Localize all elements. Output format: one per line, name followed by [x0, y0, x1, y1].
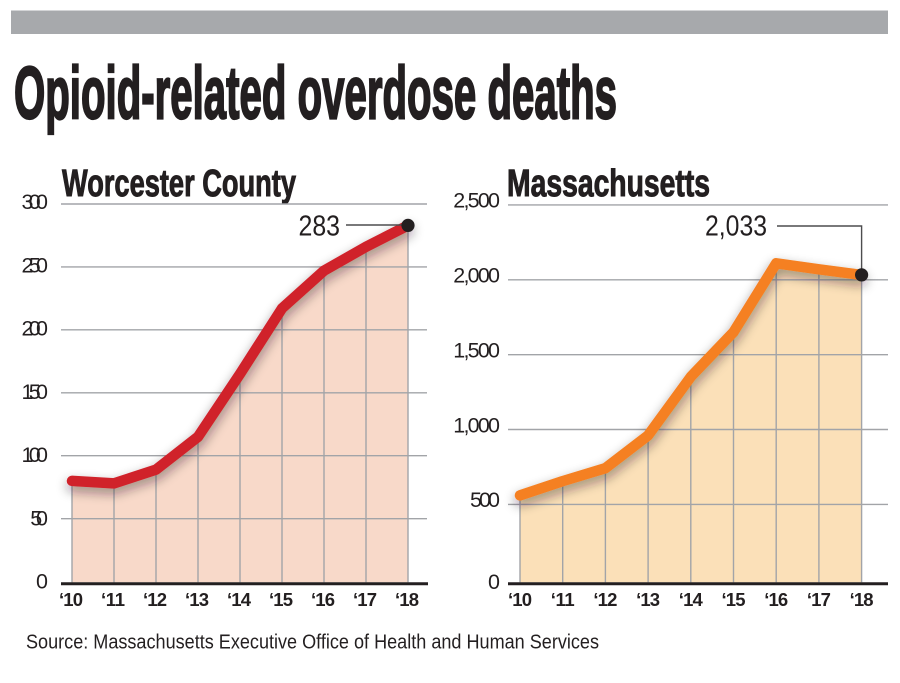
svg-text:‘17: ‘17	[807, 589, 831, 610]
svg-text:0: 0	[36, 570, 48, 594]
svg-text:‘11: ‘11	[101, 589, 125, 610]
svg-text:2,000: 2,000	[453, 264, 500, 288]
svg-text:‘15: ‘15	[722, 589, 746, 610]
svg-text:250: 250	[22, 253, 49, 277]
svg-text:‘15: ‘15	[269, 589, 293, 610]
svg-text:‘18: ‘18	[850, 589, 874, 610]
svg-text:‘12: ‘12	[593, 589, 617, 610]
svg-text:‘14: ‘14	[679, 589, 704, 610]
svg-text:150: 150	[22, 380, 49, 404]
svg-text:500: 500	[470, 488, 500, 512]
svg-text:300: 300	[22, 190, 49, 214]
svg-text:Source: Massachusetts Executiv: Source: Massachusetts Executive Office o…	[26, 631, 599, 653]
svg-text:200: 200	[22, 317, 49, 341]
svg-text:50: 50	[30, 506, 48, 530]
svg-text:Worcester County: Worcester County	[62, 163, 296, 205]
svg-text:‘16: ‘16	[764, 589, 788, 610]
svg-text:283: 283	[299, 211, 341, 243]
svg-text:‘18: ‘18	[395, 589, 419, 610]
svg-text:2,033: 2,033	[705, 211, 767, 243]
svg-text:‘13: ‘13	[185, 589, 209, 610]
svg-text:Opioid-related overdose deaths: Opioid-related overdose deaths	[14, 52, 617, 135]
svg-text:‘10: ‘10	[508, 589, 532, 610]
svg-text:2,500: 2,500	[453, 189, 500, 213]
svg-text:‘11: ‘11	[551, 589, 575, 610]
svg-text:0: 0	[488, 570, 500, 594]
svg-text:‘17: ‘17	[353, 589, 377, 610]
svg-text:1,000: 1,000	[453, 413, 500, 437]
svg-text:‘10: ‘10	[59, 589, 83, 610]
svg-text:100: 100	[22, 443, 49, 467]
svg-text:‘12: ‘12	[143, 589, 167, 610]
svg-text:‘16: ‘16	[311, 589, 335, 610]
svg-text:Massachusetts: Massachusetts	[507, 163, 710, 205]
svg-text:‘14: ‘14	[227, 589, 252, 610]
svg-text:‘13: ‘13	[636, 589, 660, 610]
svg-text:1,500: 1,500	[453, 338, 500, 362]
